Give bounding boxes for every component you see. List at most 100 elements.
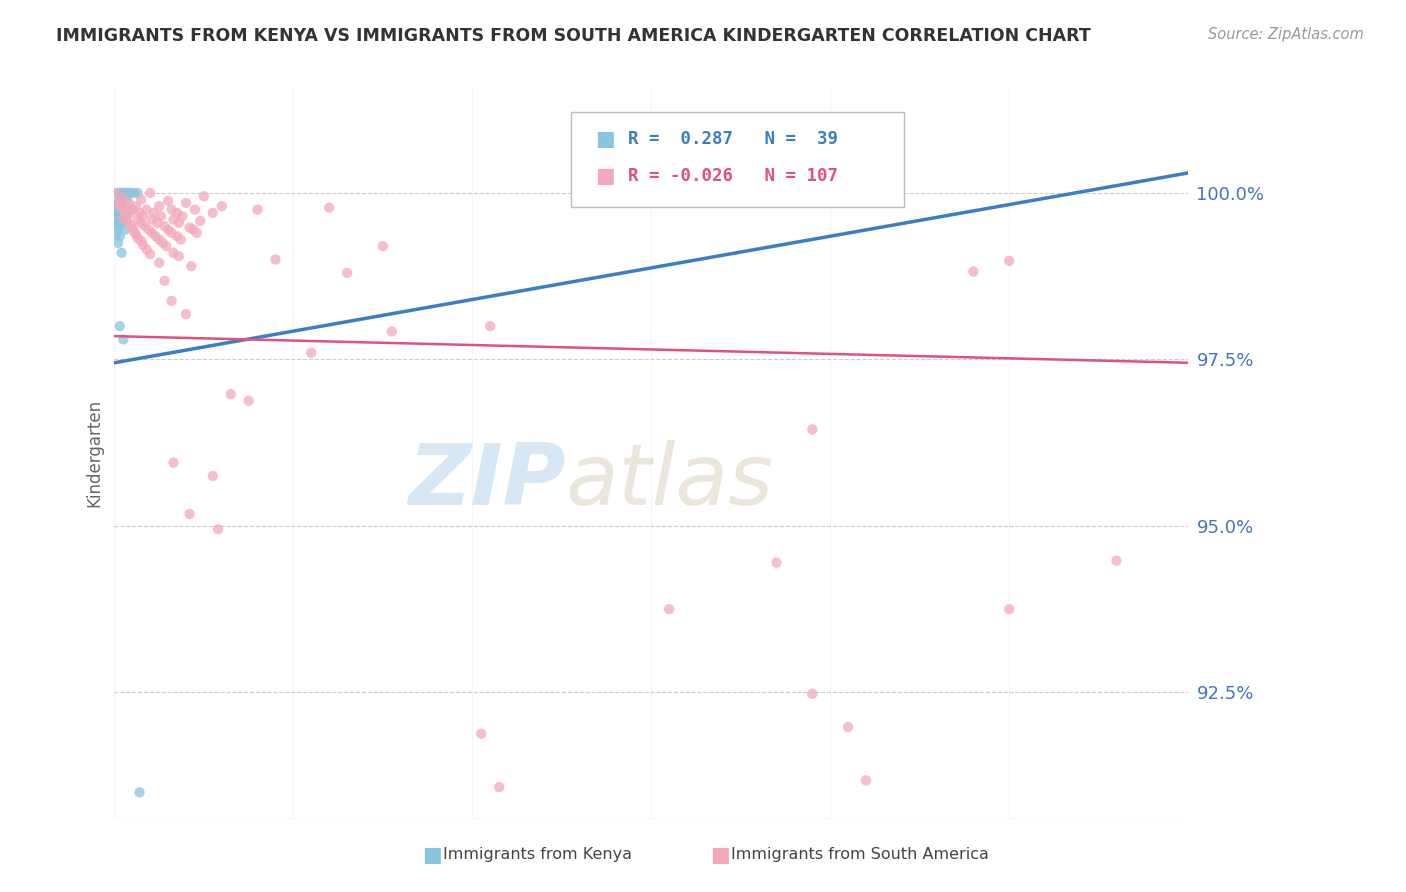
Point — [155, 239, 177, 253]
Point — [107, 186, 129, 200]
Point — [127, 186, 149, 200]
Point — [160, 226, 183, 240]
Point — [110, 201, 132, 215]
Point — [381, 325, 404, 339]
Point — [179, 220, 201, 235]
Point — [186, 226, 208, 240]
Point — [962, 264, 984, 278]
Point — [112, 211, 135, 226]
Point — [107, 195, 129, 210]
Point — [148, 256, 170, 270]
Point — [120, 218, 142, 232]
Point — [107, 202, 129, 217]
Point — [108, 198, 131, 212]
Point — [125, 227, 148, 242]
Text: ZIP: ZIP — [408, 441, 565, 524]
Point — [219, 387, 242, 401]
Point — [129, 234, 152, 248]
Point — [114, 222, 136, 236]
Point — [238, 393, 260, 408]
Point — [121, 220, 143, 235]
Text: IMMIGRANTS FROM KENYA VS IMMIGRANTS FROM SOUTH AMERICA KINDERGARTEN CORRELATION : IMMIGRANTS FROM KENYA VS IMMIGRANTS FROM… — [56, 27, 1091, 45]
Point — [162, 456, 184, 470]
Point — [172, 209, 194, 223]
Point — [855, 773, 877, 788]
Point — [105, 227, 128, 242]
Point — [211, 199, 233, 213]
Point — [141, 212, 163, 227]
Point — [108, 218, 131, 232]
Point — [112, 191, 135, 205]
Point — [118, 186, 141, 200]
Y-axis label: Kindergarten: Kindergarten — [86, 399, 103, 507]
Point — [135, 202, 157, 217]
Point — [121, 202, 143, 217]
Point — [108, 191, 131, 205]
Point — [139, 247, 162, 261]
Point — [167, 216, 190, 230]
Point — [157, 222, 180, 236]
Point — [115, 186, 138, 200]
Point — [128, 785, 150, 799]
Point — [115, 214, 138, 228]
Point — [180, 259, 202, 273]
Point — [132, 238, 155, 252]
Point — [146, 216, 169, 230]
Point — [174, 195, 197, 210]
FancyBboxPatch shape — [571, 112, 904, 207]
Point — [107, 220, 129, 235]
Point — [152, 235, 174, 250]
Point — [658, 602, 681, 616]
Point — [188, 214, 211, 228]
Point — [153, 274, 176, 288]
Point — [174, 307, 197, 321]
Point — [105, 199, 128, 213]
Point — [160, 202, 183, 217]
Point — [128, 206, 150, 220]
Point — [105, 206, 128, 220]
Point — [110, 201, 132, 215]
Point — [129, 193, 152, 207]
Text: ■: ■ — [595, 129, 616, 149]
Point — [108, 319, 131, 334]
Text: atlas: atlas — [565, 441, 773, 524]
Point — [801, 687, 824, 701]
Text: Immigrants from Kenya: Immigrants from Kenya — [443, 847, 631, 862]
Point — [1105, 553, 1128, 567]
Point — [142, 206, 165, 220]
Point — [148, 199, 170, 213]
Point — [153, 219, 176, 234]
Point — [166, 206, 188, 220]
Point — [134, 219, 156, 234]
Text: Source: ZipAtlas.com: Source: ZipAtlas.com — [1208, 27, 1364, 42]
Point — [132, 209, 155, 223]
Point — [207, 522, 229, 536]
Point — [107, 235, 129, 250]
Text: ■: ■ — [710, 845, 730, 864]
Point — [157, 194, 180, 208]
Point — [115, 206, 138, 220]
Point — [112, 186, 135, 200]
Point — [169, 233, 191, 247]
Point — [299, 345, 322, 359]
Point — [371, 239, 394, 253]
Point — [201, 206, 224, 220]
Point — [145, 229, 167, 244]
Text: ■: ■ — [422, 845, 441, 864]
Point — [135, 243, 157, 257]
Point — [488, 780, 510, 794]
Point — [108, 206, 131, 220]
Point — [118, 207, 141, 221]
Point — [184, 202, 207, 217]
Point — [141, 226, 163, 240]
Point — [193, 189, 215, 203]
Point — [112, 202, 135, 217]
Point — [118, 195, 141, 210]
Point — [166, 229, 188, 244]
Point — [837, 720, 859, 734]
Point — [125, 199, 148, 213]
Point — [179, 507, 201, 521]
Point — [127, 231, 149, 245]
Point — [318, 201, 340, 215]
Point — [264, 252, 287, 267]
